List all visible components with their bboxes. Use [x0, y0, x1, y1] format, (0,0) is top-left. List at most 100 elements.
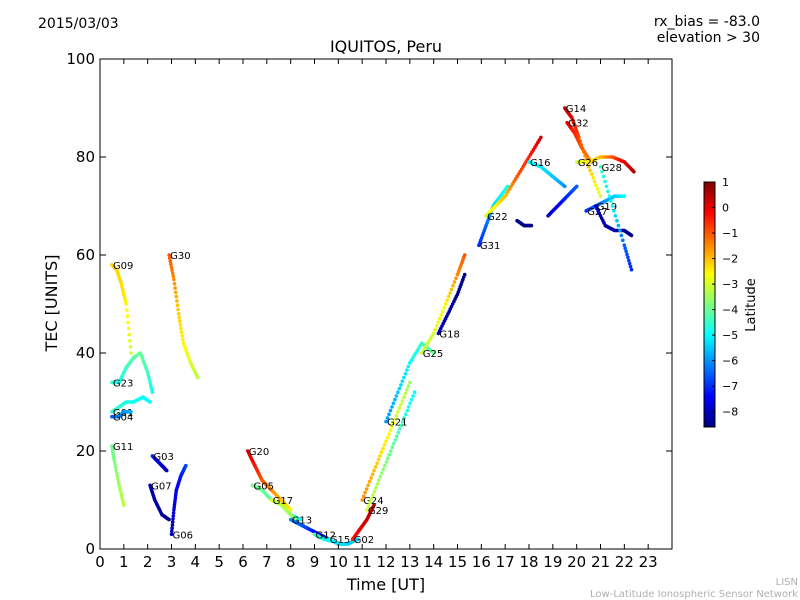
data-point: [399, 383, 403, 387]
series-label: G05: [254, 481, 274, 492]
data-point: [462, 253, 467, 257]
data-point: [125, 314, 130, 319]
series-label: G24: [363, 496, 383, 507]
series-G30: G30: [167, 251, 200, 380]
series-label: G22: [487, 212, 507, 223]
data-point: [164, 468, 169, 473]
data-point: [397, 386, 402, 391]
data-point: [298, 517, 303, 522]
data-point: [384, 460, 389, 464]
data-point: [390, 445, 395, 450]
series-G24: G24: [360, 380, 412, 507]
data-point: [171, 514, 176, 518]
data-point: [405, 388, 409, 392]
data-point: [609, 199, 613, 203]
data-point: [622, 194, 627, 198]
series-G11: G11: [110, 442, 133, 507]
data-point: [396, 410, 400, 414]
data-point: [606, 189, 610, 194]
series-G18: G18: [436, 272, 467, 340]
data-point: [364, 487, 369, 491]
data-point: [379, 450, 384, 455]
data-point: [378, 454, 382, 458]
series-label: G09: [113, 261, 133, 272]
series-label: G29: [368, 506, 388, 517]
data-point: [172, 277, 176, 282]
data-point: [381, 467, 386, 472]
colorbar-tick-label: −6: [722, 355, 738, 368]
data-point: [171, 517, 175, 521]
data-point: [563, 184, 567, 189]
x-tick-label: 7: [262, 553, 272, 571]
footer-lisn: LISN: [775, 577, 798, 588]
data-point: [397, 406, 402, 410]
series-G07: G07: [148, 481, 172, 522]
data-point: [179, 326, 183, 331]
data-point: [591, 176, 595, 180]
data-point: [365, 508, 369, 512]
data-point: [388, 428, 393, 433]
data-point: [150, 390, 155, 395]
x-tick-label: 0: [95, 553, 105, 571]
series-label: G25: [423, 349, 443, 360]
x-tick-label: 23: [639, 553, 658, 571]
data-point: [390, 424, 394, 429]
data-point: [586, 165, 591, 169]
x-axis-label: Time [UT]: [346, 575, 425, 594]
data-point: [128, 345, 133, 349]
data-point: [176, 307, 180, 312]
data-point: [505, 184, 510, 189]
data-point: [615, 218, 619, 223]
data-point: [399, 423, 404, 428]
data-point: [442, 305, 446, 310]
data-point: [627, 261, 632, 266]
data-point: [167, 253, 171, 257]
data-point: [171, 511, 176, 515]
data-point: [368, 500, 372, 505]
data-point: [394, 434, 399, 439]
colorbar-tick-label: −7: [722, 380, 738, 393]
data-point: [449, 287, 454, 292]
data-point: [443, 302, 448, 306]
data-point: [598, 165, 603, 169]
y-tick-label: 80: [76, 148, 95, 166]
data-point: [405, 408, 410, 413]
data-point: [539, 135, 543, 140]
x-tick-label: 15: [448, 553, 467, 571]
x-tick-label: 12: [376, 553, 395, 571]
data-point: [396, 430, 401, 435]
data-point: [399, 402, 403, 407]
data-point: [409, 397, 414, 402]
data-point: [406, 384, 411, 388]
x-tick-label: 20: [567, 553, 586, 571]
data-point: [440, 309, 445, 314]
data-point: [128, 339, 132, 343]
data-point: [361, 494, 366, 499]
data-point: [462, 272, 467, 277]
data-point: [381, 446, 385, 451]
chart-title: IQUITOS, Peru: [330, 37, 442, 56]
data-point: [148, 400, 152, 404]
data-point: [129, 410, 133, 414]
data-point: [389, 449, 393, 453]
series-label: G15: [330, 535, 350, 546]
data-point: [180, 334, 184, 338]
data-point: [411, 394, 415, 398]
data-point: [355, 537, 360, 541]
series-label: G19: [597, 202, 617, 213]
series-G19: G19: [593, 202, 634, 238]
data-point: [173, 286, 177, 290]
series-label: G32: [568, 119, 588, 130]
data-point: [412, 390, 417, 395]
data-point: [629, 233, 634, 238]
data-point: [627, 258, 631, 263]
data-point: [431, 351, 436, 355]
data-point: [393, 417, 397, 421]
data-point: [454, 276, 458, 281]
data-point: [122, 503, 126, 507]
data-point: [126, 320, 130, 325]
series-label: G11: [113, 442, 133, 453]
data-point: [369, 497, 374, 501]
data-point: [451, 283, 455, 288]
data-point: [452, 280, 457, 284]
